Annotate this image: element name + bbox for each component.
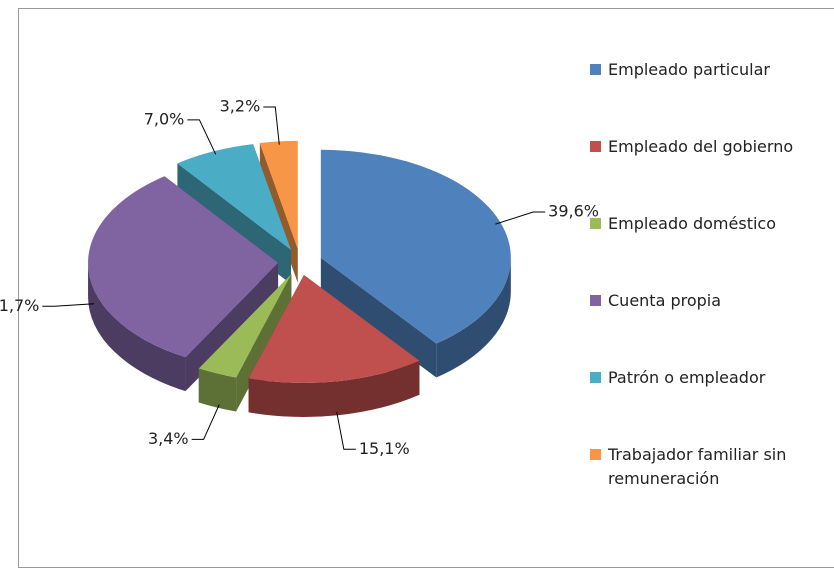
legend-label: Trabajador familiar sin remuneración	[608, 445, 787, 488]
legend-label: Patrón o empleador	[608, 368, 766, 387]
legend-swatch	[590, 295, 601, 306]
legend-label: Cuenta propia	[608, 291, 722, 310]
leader-line	[336, 411, 356, 450]
legend-swatch	[590, 218, 601, 229]
data-label: 3,4%	[148, 429, 189, 448]
slice	[248, 274, 420, 383]
slice	[198, 274, 292, 378]
leader-line	[191, 404, 220, 440]
slice	[88, 176, 279, 358]
leader-line	[42, 303, 95, 307]
chart: 39,6% 15,1% 3,4% 31,7% 7,0% 3,2%	[0, 97, 599, 458]
data-label: 15,1%	[359, 439, 410, 458]
legend-swatch	[590, 449, 601, 460]
leader-line	[263, 106, 280, 145]
slice-side	[436, 257, 511, 378]
slice	[259, 140, 298, 249]
data-label: 31,7%	[0, 296, 39, 315]
page: 39,6% 15,1% 3,4% 31,7% 7,0% 3,2% Empleado par…	[0, 8, 834, 568]
legend-item: Empleado doméstico	[590, 212, 830, 236]
legend-label: Empleado del gobierno	[608, 137, 794, 156]
legend-item: Empleado del gobierno	[590, 135, 830, 159]
legend-label: Empleado particular	[608, 60, 770, 79]
legend-label: Empleado doméstico	[608, 214, 776, 233]
slice-side	[198, 368, 237, 412]
data-label: 39,6%	[548, 202, 599, 221]
slice-side	[248, 360, 420, 417]
data-label: 7,0%	[144, 109, 185, 128]
legend-swatch	[590, 372, 601, 383]
legend-swatch	[590, 64, 601, 75]
legend-item: Cuenta propia	[590, 289, 830, 313]
slice	[320, 149, 511, 344]
legend-swatch	[590, 141, 601, 152]
legend-item: Trabajador familiar sin remuneración	[590, 443, 830, 491]
leader-line	[495, 211, 546, 225]
slice-wall	[320, 257, 437, 378]
slice	[177, 144, 292, 250]
leader-line	[187, 119, 217, 155]
legend-item: Empleado particular	[590, 58, 830, 82]
slice-side	[88, 262, 186, 392]
legend-item: Patrón o empleador	[590, 366, 830, 390]
data-label: 3,2%	[220, 97, 261, 116]
